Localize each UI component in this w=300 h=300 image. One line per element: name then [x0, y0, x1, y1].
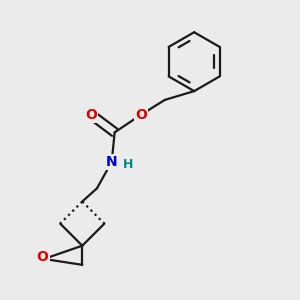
Text: H: H: [123, 158, 133, 171]
Text: O: O: [135, 108, 147, 122]
Text: O: O: [85, 108, 97, 122]
Text: O: O: [37, 250, 49, 265]
Text: N: N: [106, 155, 118, 169]
